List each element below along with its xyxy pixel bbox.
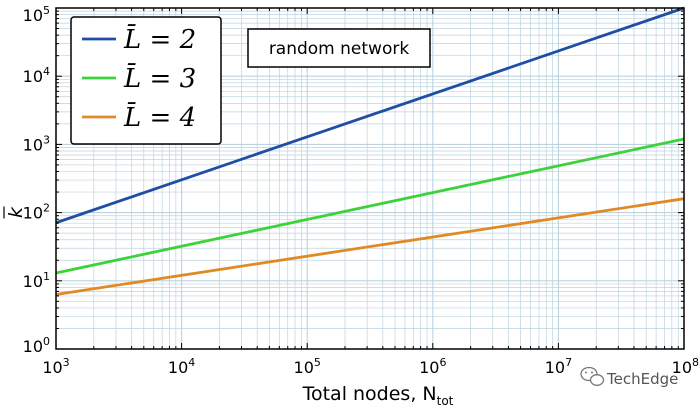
y-tick-label: 102 <box>23 202 50 223</box>
legend-label-2: L̄ = 3 <box>123 62 196 94</box>
y-tick-label-base: 10 <box>23 67 43 86</box>
x-tick-label-exponent: 7 <box>565 356 572 369</box>
y-tick-label: 104 <box>23 65 50 86</box>
y-axis-label-group: k <box>3 206 27 219</box>
plot-frame <box>55 7 685 350</box>
y-tick-label-base: 10 <box>23 272 43 291</box>
y-tick-label-exponent: 3 <box>43 133 50 146</box>
x-tick-label-base: 10 <box>672 358 692 377</box>
x-tick-label: 103 <box>42 356 69 377</box>
y-tick-label: 100 <box>23 335 50 356</box>
x-tick-label-exponent: 8 <box>692 356 699 369</box>
x-tick-label-exponent: 5 <box>314 356 321 369</box>
x-tick-label-base: 10 <box>294 358 314 377</box>
y-tick-label: 103 <box>23 133 50 154</box>
x-tick-label-base: 10 <box>168 358 188 377</box>
legend-label-3: L̄ = 4 <box>123 101 196 133</box>
y-tick-label-exponent: 1 <box>43 270 50 283</box>
x-tick-label: 106 <box>419 356 446 377</box>
x-axis-label-subscript: tot <box>437 394 454 408</box>
ticks <box>55 7 685 350</box>
x-tick-label: 107 <box>545 356 572 377</box>
x-tick-label-exponent: 4 <box>188 356 195 369</box>
legend-box <box>70 16 222 145</box>
y-tick-label-base: 10 <box>23 204 43 223</box>
annotation-box <box>247 28 431 68</box>
y-tick-label: 105 <box>23 4 50 25</box>
y-tick-label-exponent: 4 <box>43 65 50 78</box>
y-tick-label-base: 10 <box>23 337 43 356</box>
annotation: random network <box>247 28 431 68</box>
series-line-3 <box>55 197 685 296</box>
x-tick-label-base: 10 <box>419 358 439 377</box>
x-tick-label: 105 <box>294 356 321 377</box>
x-tick-label: 108 <box>672 356 699 377</box>
y-axis-label: k <box>5 206 27 218</box>
legend-label-1: L̄ = 2 <box>123 23 196 55</box>
y-tick-label-base: 10 <box>23 135 43 154</box>
x-tick-label: 104 <box>168 356 195 377</box>
x-tick-label-exponent: 6 <box>439 356 446 369</box>
y-tick-label-base: 10 <box>23 6 43 25</box>
y-tick-label: 101 <box>23 270 50 291</box>
legend: L̄ = 2 L̄ = 3 L̄ = 4 <box>70 16 222 145</box>
x-tick-labels: 103 104 105 106 107 108 <box>42 356 699 377</box>
x-axis-label: Total nodes, Ntot <box>302 383 454 408</box>
series-line-1 <box>55 6 685 225</box>
watermark-text: TechEdge <box>606 370 678 388</box>
x-tick-label-base: 10 <box>545 358 565 377</box>
wechat-icon <box>580 366 605 386</box>
series-layer <box>55 6 685 296</box>
series-line-2 <box>55 137 685 275</box>
x-tick-label-exponent: 3 <box>63 356 70 369</box>
watermark: TechEdge <box>580 366 678 388</box>
annotation-text: random network <box>269 39 410 59</box>
y-tick-label-exponent: 5 <box>43 4 50 17</box>
y-tick-label-exponent: 2 <box>43 202 50 215</box>
x-tick-label-base: 10 <box>42 358 62 377</box>
x-axis-label-text: Total nodes, N <box>302 383 437 405</box>
y-tick-label-exponent: 0 <box>43 335 50 348</box>
